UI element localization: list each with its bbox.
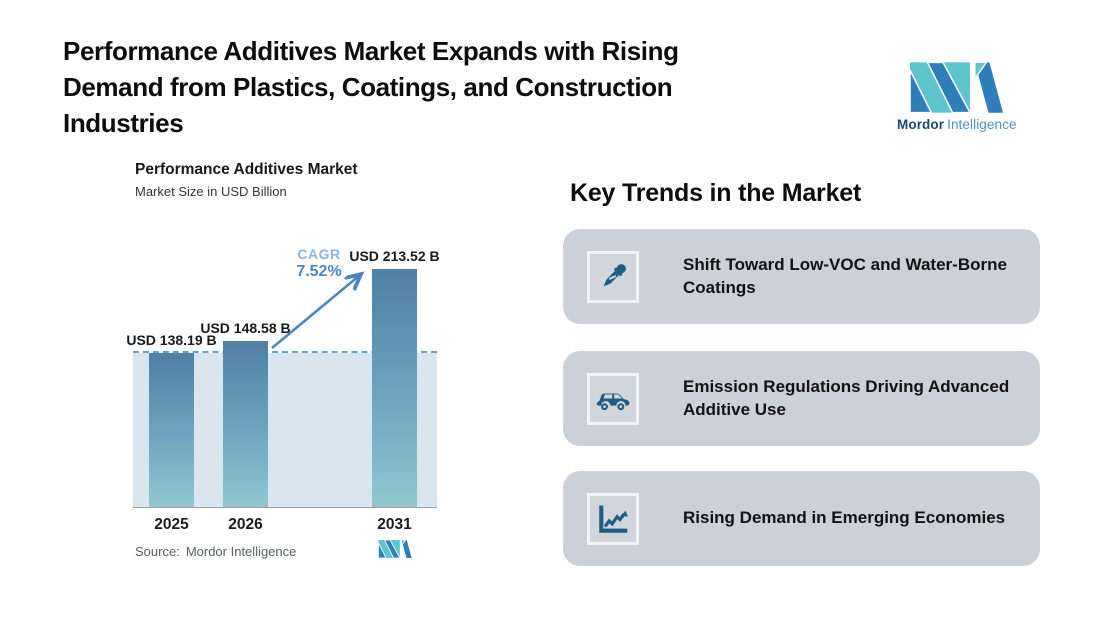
trend-icon-box <box>587 372 639 425</box>
value-label-2031: USD 213.52 B <box>349 248 440 265</box>
cagr-label: CAGR <box>297 246 341 262</box>
trends-heading: Key Trends in the Market <box>570 179 862 207</box>
value-label-2026: USD 148.58 B <box>200 320 291 337</box>
trend-card-low-voc: Shift Toward Low-VOC and Water-Borne Coa… <box>563 229 1040 324</box>
eyedropper-icon <box>603 263 626 286</box>
trend-card-emission-regulations: Emission Regulations Driving Advanced Ad… <box>563 351 1040 446</box>
trend-icon-box <box>587 250 639 303</box>
trend-card-text: Rising Demand in Emerging Economies <box>683 508 1006 528</box>
brand-name-light: Intelligence <box>947 117 1017 132</box>
bar-2025 <box>149 353 194 507</box>
mordor-intelligence-logo-icon <box>909 62 1003 113</box>
trend-card-emerging-economies: Rising Demand in Emerging Economies <box>563 471 1040 566</box>
value-label-2025: USD 138.19 B <box>126 332 217 349</box>
chart-subtitle: Market Size in USD Billion <box>135 184 287 199</box>
cagr-growth-arrow-icon <box>271 240 437 350</box>
bar-2026 <box>223 341 268 507</box>
cagr-value: 7.52% <box>296 263 342 280</box>
brand-wordmark: Mordor Intelligence <box>897 117 1017 132</box>
trend-card-text: Shift Toward Low-VOC and Water-Borne Coa… <box>683 255 1007 297</box>
bar-chart: USD 138.19 B 2025 USD 148.58 B 2026 USD 213.… <box>126 240 440 533</box>
page-title: Performance Additives Market Expands wit… <box>63 36 679 138</box>
bar-2031 <box>372 269 417 507</box>
chart-title: Performance Additives Market <box>135 161 358 178</box>
source-value: Mordor Intelligence <box>185 544 297 559</box>
mini-brand-logo-icon <box>378 540 412 558</box>
trend-card-text: Emission Regulations Driving Advanced Ad… <box>683 377 1010 419</box>
brand-name-bold: Mordor <box>897 117 945 132</box>
axis-label-2026: 2026 <box>228 516 263 533</box>
reference-dashed-line <box>133 351 437 353</box>
car-icon <box>596 393 630 410</box>
line-chart-icon <box>599 505 628 533</box>
trend-icon-box <box>587 492 639 545</box>
cagr-annotation: CAGR 7.52% <box>283 246 355 281</box>
axis-label-2025: 2025 <box>154 516 189 533</box>
brand-logo: Mordor Intelligence <box>897 62 1017 132</box>
source-label: Source: <box>135 544 180 559</box>
axis-label-2031: 2031 <box>377 516 412 533</box>
chart-source: Source: Mordor Intelligence <box>135 544 296 559</box>
